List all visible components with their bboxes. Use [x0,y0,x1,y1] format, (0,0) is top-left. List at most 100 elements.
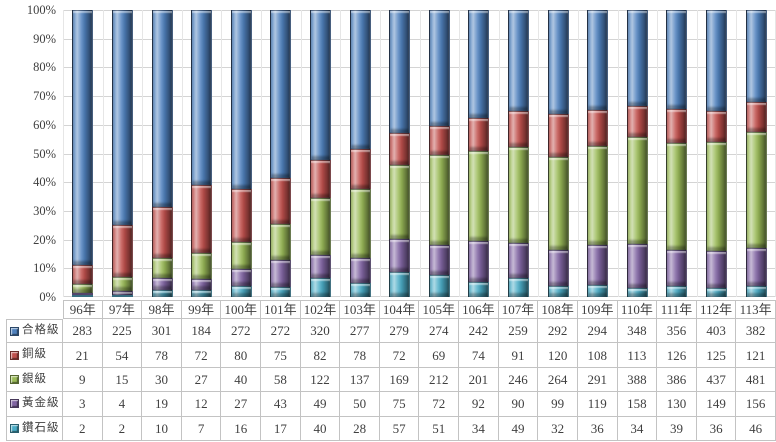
table-cell: 246 [498,367,539,393]
bar-segment[interactable] [72,295,94,297]
bar-segment[interactable] [547,285,569,297]
bar-segment[interactable] [72,10,94,266]
bar-segment[interactable] [706,141,728,251]
bar-segment[interactable] [547,113,569,157]
bar-segment[interactable] [508,277,530,297]
bar-segment[interactable] [389,10,411,133]
bar-segment[interactable] [230,189,252,243]
bar-segment[interactable] [428,10,450,126]
bar-segment[interactable] [468,151,490,241]
table-cell: 120 [538,343,578,368]
bar-segment[interactable] [349,149,371,189]
bar-segment[interactable] [230,10,252,190]
bar-segment[interactable] [587,10,609,110]
bar-segment[interactable] [508,146,530,243]
bar-segment[interactable] [706,288,728,297]
legend-key: 銅級 [6,343,63,368]
bar-segment[interactable] [428,155,450,245]
bar-segment[interactable] [111,276,133,292]
bar-segment[interactable] [547,250,569,286]
bar-segment[interactable] [72,265,94,285]
bar-segment[interactable] [745,10,767,103]
bar-segment[interactable] [270,224,292,260]
bar-segment[interactable] [111,295,133,297]
bar-segment[interactable] [745,248,767,286]
gridline-vertical [63,10,64,297]
gridline-vertical [577,10,579,297]
bar-segment[interactable] [745,285,767,297]
bar-segment[interactable] [191,290,213,297]
bar-segment[interactable] [349,282,371,297]
y-axis-tick-label: 80% [33,60,56,75]
bar-segment[interactable] [389,238,411,272]
bar-segment[interactable] [666,143,688,251]
bar-segment[interactable] [309,255,331,279]
bar-segment[interactable] [270,177,292,225]
bar-segment[interactable] [191,184,213,254]
bar-segment[interactable] [349,188,371,258]
bar-segment[interactable] [626,244,648,288]
bar-segment[interactable] [270,259,292,287]
bar-segment[interactable] [270,10,292,178]
bar-segment[interactable] [72,284,94,293]
bar-segment[interactable] [151,10,173,208]
bar-segment[interactable] [191,278,213,291]
bar-segment[interactable] [309,10,331,160]
bar-segment[interactable] [666,108,688,144]
bar-segment[interactable] [508,111,530,147]
bar-segment[interactable] [72,292,94,296]
bar-segment[interactable] [428,275,450,297]
bar-segment[interactable] [309,159,331,199]
bar-segment[interactable] [230,242,252,269]
bar-segment[interactable] [191,253,213,279]
bar-segment[interactable] [468,10,490,119]
bar-segment[interactable] [626,10,648,106]
bar-segment[interactable] [508,242,530,278]
bar-segment[interactable] [111,225,133,277]
bar-segment[interactable] [309,198,331,256]
bar-segment[interactable] [428,126,450,156]
bar-segment[interactable] [626,105,648,138]
bar-segment[interactable] [547,10,569,114]
table-cell: 72 [419,392,460,417]
bar-segment[interactable] [349,10,371,150]
bar-segment[interactable] [389,164,411,239]
bar-segment[interactable] [468,281,490,297]
bar-segment[interactable] [428,244,450,276]
bar-segment[interactable] [626,287,648,297]
bar-segment[interactable] [151,290,173,297]
bar-segment[interactable] [111,291,133,296]
bar-segment[interactable] [389,271,411,297]
legend-label: 黃金級 [22,397,60,410]
bar-segment[interactable] [309,278,331,297]
bar-segment[interactable] [745,102,767,132]
bar-segment[interactable] [706,250,728,289]
bar-segment[interactable] [587,146,609,245]
table-cell: 12 [181,392,222,417]
bar-segment[interactable] [230,268,252,287]
bar-segment[interactable] [111,10,133,226]
bar-segment[interactable] [191,10,213,185]
bar-segment[interactable] [349,257,371,283]
bar-segment[interactable] [587,109,609,147]
bar-segment[interactable] [508,10,530,112]
bar-segment[interactable] [468,118,490,152]
bar-segment[interactable] [706,10,728,111]
table-cell: 17 [261,416,301,441]
bar-segment[interactable] [587,284,609,297]
bar-segment[interactable] [389,132,411,165]
bar-segment[interactable] [626,137,648,245]
bar-segment[interactable] [745,131,767,249]
bar-segment[interactable] [151,207,173,259]
bar-segment[interactable] [587,244,609,285]
bar-segment[interactable] [468,240,490,282]
bar-segment[interactable] [230,286,252,297]
bar-segment[interactable] [666,286,688,297]
bar-segment[interactable] [666,10,688,109]
bar-segment[interactable] [547,156,569,251]
bar-segment[interactable] [270,286,292,297]
bar-segment[interactable] [151,278,173,291]
bar-segment[interactable] [706,110,728,142]
bar-segment[interactable] [151,258,173,278]
bar-segment[interactable] [666,250,688,287]
